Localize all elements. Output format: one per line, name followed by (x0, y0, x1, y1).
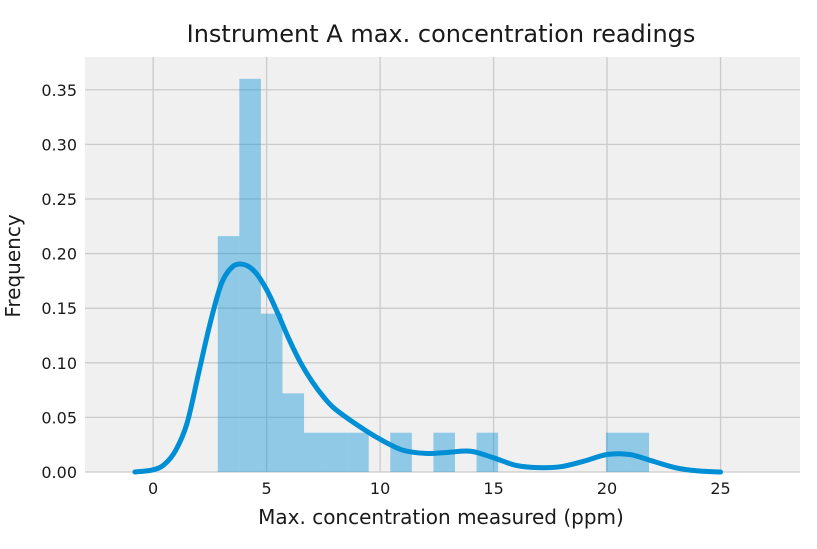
chart-title: Instrument A max. concentration readings (187, 20, 696, 48)
histogram-bar (260, 313, 283, 472)
y-tick-label: 0.15 (41, 299, 77, 318)
histogram-bar (476, 432, 499, 472)
y-tick-label: 0.25 (41, 190, 77, 209)
histogram-bar (325, 432, 348, 472)
x-tick-label: 10 (370, 479, 390, 498)
y-tick-label: 0.20 (41, 245, 77, 264)
x-tick-label: 15 (483, 479, 503, 498)
y-tick-label: 0.05 (41, 408, 77, 427)
tick-labels: 0 5 10 15 20 25 0.00 0.05 0.10 0.15 0.20 0.25 0.30 0.… (41, 81, 730, 498)
kde-curve (132, 261, 724, 475)
y-tick-label: 0.30 (41, 135, 77, 154)
gridlines (85, 57, 800, 473)
y-tick-label: 0.00 (41, 463, 77, 482)
x-axis-label: Max. concentration measured (ppm) (258, 505, 624, 529)
histogram-bar (627, 432, 650, 472)
x-tick-label: 25 (710, 479, 730, 498)
histogram-bar (347, 432, 369, 472)
histogram-bar (304, 432, 326, 472)
histogram-bar (239, 78, 261, 472)
histogram-bar (390, 432, 412, 472)
histogram-bar (217, 236, 240, 472)
x-tick-label: 0 (148, 479, 158, 498)
histogram-bar (282, 393, 305, 472)
y-tick-label: 0.10 (41, 354, 77, 373)
x-tick-label: 20 (597, 479, 617, 498)
y-axis-label: Frequency (1, 214, 25, 317)
x-tick-label: 5 (261, 479, 271, 498)
plot-area (85, 57, 800, 472)
y-tick-label: 0.35 (41, 81, 77, 100)
